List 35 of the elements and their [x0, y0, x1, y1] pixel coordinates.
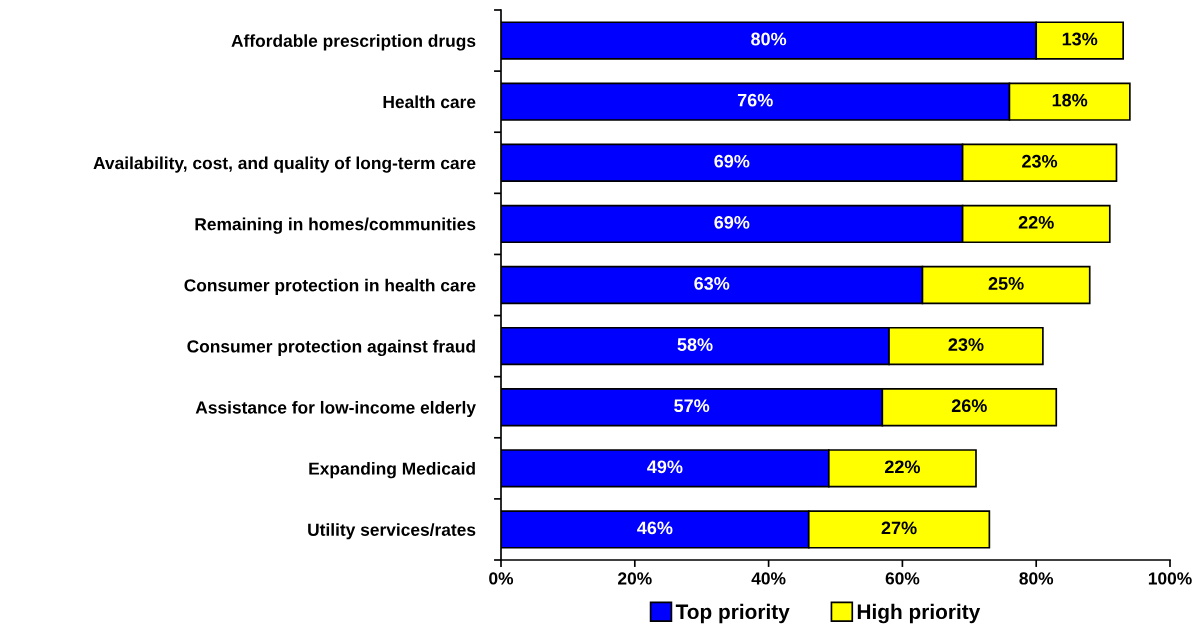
data-label: 69% — [714, 154, 750, 168]
y-tick-label: Availability, cost, and quality of long-term care — [93, 156, 476, 173]
x-tick-label: 80% — [1019, 572, 1054, 585]
x-tick-label: 40% — [751, 572, 786, 585]
x-tick-label: 100% — [1148, 572, 1192, 585]
y-tick-label: Consumer protection in health care — [184, 278, 476, 295]
data-label: 25% — [988, 277, 1024, 290]
legend-label: High priority — [857, 603, 981, 624]
y-tick-label: Expanding Medicaid — [309, 462, 475, 479]
data-label: 27% — [881, 521, 917, 535]
data-label: 23% — [948, 338, 984, 351]
y-tick-label: Health care — [383, 95, 476, 109]
x-tick-label: 60% — [885, 572, 920, 585]
data-label: 22% — [884, 460, 920, 474]
legend-label: Top priority — [675, 603, 790, 624]
data-label: 46% — [637, 521, 673, 535]
data-label: 18% — [1052, 93, 1088, 107]
data-label: 13% — [1062, 32, 1098, 46]
y-tick-label: Utility services/rates — [308, 523, 476, 540]
data-label: 80% — [751, 32, 787, 46]
data-label: 58% — [677, 338, 713, 351]
data-label: 57% — [674, 399, 710, 413]
x-tick-label: 20% — [618, 572, 652, 585]
x-tick-label: 0% — [489, 572, 514, 585]
data-label: 22% — [1018, 215, 1054, 229]
data-label: 23% — [1022, 154, 1058, 168]
y-tick-label: Assistance for low-income elderly — [195, 400, 476, 418]
y-tick-label: Consumer protection against fraud — [187, 339, 475, 357]
data-label: 49% — [647, 460, 683, 474]
data-label: 69% — [714, 215, 750, 229]
y-tick-label: Remaining in homes/communities — [195, 217, 476, 234]
y-tick-label: Affordable prescription drugs — [231, 34, 476, 51]
data-label: 76% — [737, 93, 773, 107]
data-label: 63% — [694, 277, 730, 290]
data-label: 26% — [951, 399, 987, 413]
